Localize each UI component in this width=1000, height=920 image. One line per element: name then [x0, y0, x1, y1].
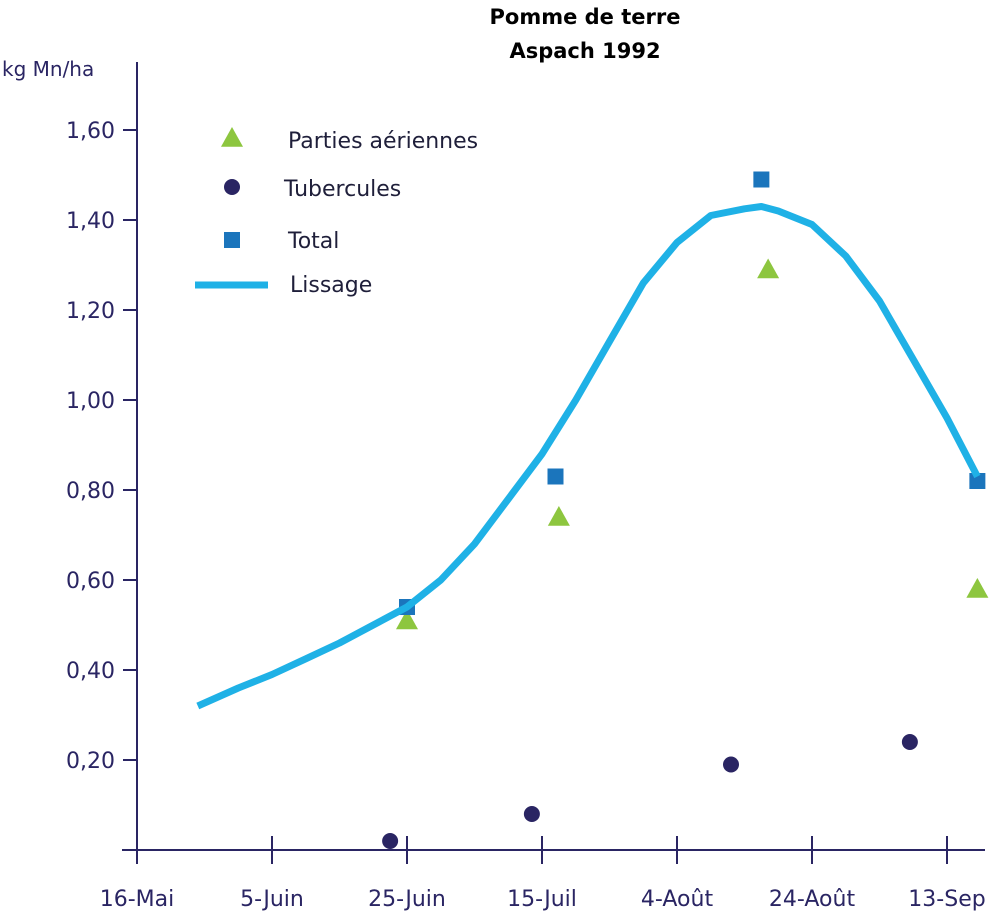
y-tick-label: 1,20	[66, 299, 115, 324]
data-point-aeriennes	[966, 578, 989, 598]
x-tick-label: 5-Juin	[240, 887, 304, 912]
y-tick-label: 1,00	[66, 389, 115, 414]
series-line-lissage	[196, 203, 981, 710]
y-tick-label: 1,60	[66, 119, 115, 144]
legend-triangle-icon	[221, 127, 243, 147]
y-tick-label: 0,80	[66, 479, 115, 504]
legend-square-icon	[224, 232, 240, 248]
data-point-total	[969, 473, 986, 489]
plot-area	[196, 171, 989, 849]
data-point-tubercules	[723, 756, 739, 773]
x-tick-label: 25-Juin	[368, 887, 446, 912]
x-tick-label: 4-Août	[641, 887, 714, 912]
x-tick-label: 24-Août	[769, 887, 856, 912]
y-ticks: 0,20 0,40 0,60 0,80 1,00 1,20 1,40 1,60	[66, 119, 138, 774]
y-tick-label: 0,60	[66, 569, 115, 594]
chart-title-line-2: Aspach 1992	[509, 39, 660, 63]
x-tick-label: 15-Juil	[507, 887, 577, 912]
legend-marker-tubercules	[224, 179, 240, 195]
data-point-total	[753, 171, 770, 188]
data-point-aeriennes	[396, 609, 418, 630]
data-point-tubercules	[523, 806, 540, 822]
data-point-aeriennes	[547, 506, 570, 526]
legend-label-total: Total	[287, 229, 339, 254]
data-point-total	[547, 468, 564, 485]
legend-marker-aeriennes	[221, 127, 243, 147]
data-point-tubercules	[382, 833, 399, 849]
legend-label-lissage: Lissage	[290, 273, 372, 298]
legend-circle-icon	[224, 179, 240, 195]
legend-label-tubercules: Tubercules	[283, 177, 401, 202]
x-ticks: 16-Mai 5-Juin 25-Juin 15-Juil 4-Août 24-Août 1…	[100, 836, 986, 912]
data-point-tubercules	[901, 734, 918, 750]
legend-label-aeriennes: Parties aériennes	[288, 129, 478, 154]
y-tick-label: 0,40	[66, 659, 115, 684]
x-tick-label: 16-Mai	[100, 887, 175, 912]
y-tick-label: 0,20	[66, 749, 115, 774]
legend-marker-total	[224, 232, 240, 248]
chart-title-line-1: Pomme de terre	[490, 5, 681, 29]
axes	[122, 62, 985, 862]
x-tick-label: 13-Sep	[908, 887, 985, 912]
y-axis-unit-label: kg Mn/ha	[2, 57, 94, 81]
y-tick-label: 1,40	[66, 209, 115, 234]
legend: Parties aériennes Tubercules Total Lissa…	[195, 127, 478, 298]
data-point-aeriennes	[757, 258, 780, 279]
